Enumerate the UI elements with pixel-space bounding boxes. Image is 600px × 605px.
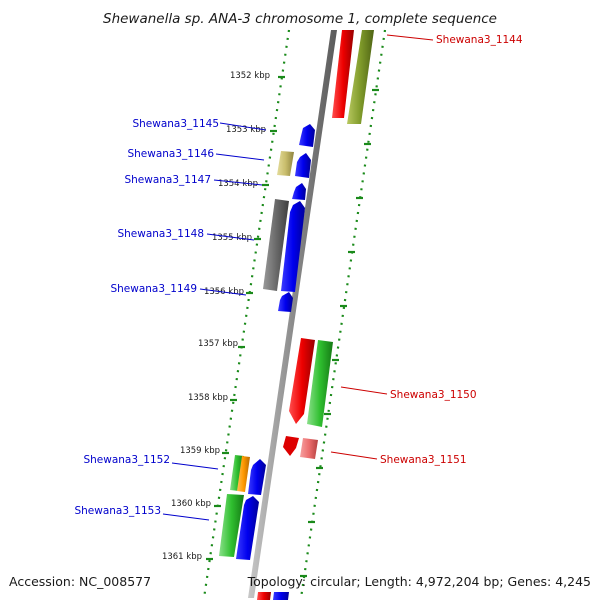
chromosome-backbone: [248, 30, 337, 598]
gene-bottom-blue[interactable]: [273, 592, 289, 600]
gene-shewana3-1147[interactable]: [295, 153, 311, 178]
gene-shewana3-1152-orange[interactable]: [237, 456, 250, 492]
gene-shewana3-1149[interactable]: [278, 292, 293, 312]
scale-label-1354: 1354 kbp: [218, 179, 258, 189]
gene-shewana3-1153-green[interactable]: [219, 494, 244, 557]
gene-label-shewana3-1150[interactable]: Shewana3_1150: [390, 389, 477, 401]
scale-label-1352: 1352 kbp: [230, 71, 270, 81]
gene-shewana3-1153[interactable]: [236, 496, 259, 560]
gene-shewana3-1150-red[interactable]: [289, 338, 315, 424]
scale-label-1361: 1361 kbp: [162, 552, 202, 562]
gene-bottom-red[interactable]: [257, 592, 271, 600]
scale-label-1360: 1360 kbp: [171, 499, 211, 509]
gene-label-shewana3-1151[interactable]: Shewana3_1151: [380, 454, 467, 466]
gene-shewana3-1147-b[interactable]: [292, 183, 306, 200]
gene-shewana3-1151[interactable]: [300, 438, 318, 459]
gene-label-shewana3-1148[interactable]: Shewana3_1148: [117, 228, 204, 240]
gene-label-shewana3-1144[interactable]: Shewana3_1144: [436, 34, 523, 46]
scale-label-1357: 1357 kbp: [198, 339, 238, 349]
gene-shewana3-1148-grey[interactable]: [263, 199, 289, 291]
gene-label-shewana3-1149[interactable]: Shewana3_1149: [110, 283, 197, 295]
scale-label-1353: 1353 kbp: [226, 125, 266, 135]
gene-shewana3-1144-red[interactable]: [332, 30, 354, 118]
gene-label-shewana3-1145[interactable]: Shewana3_1145: [132, 118, 219, 130]
scale-label-1359: 1359 kbp: [180, 446, 220, 456]
ruler-ticks-right: [300, 88, 379, 578]
gene-label-shewana3-1146[interactable]: Shewana3_1146: [127, 148, 214, 160]
gene-shewana3-1148[interactable]: [281, 201, 305, 292]
gene-shewana3-1145[interactable]: [299, 124, 315, 147]
gene-shewana3-1150[interactable]: [307, 340, 333, 427]
scale-label-1358: 1358 kbp: [188, 393, 228, 403]
gene-shewana3-1152[interactable]: [248, 459, 266, 495]
map-title: Shewanella sp. ANA-3 chromosome 1, compl…: [103, 11, 497, 27]
gene-label-shewana3-1153[interactable]: Shewana3_1153: [74, 505, 161, 517]
gene-label-shewana3-1152[interactable]: Shewana3_1152: [83, 454, 170, 466]
gene-label-shewana3-1147[interactable]: Shewana3_1147: [124, 174, 211, 186]
gene-shewana3-1144[interactable]: [347, 30, 374, 124]
gene-shewana3-1146[interactable]: [277, 151, 294, 176]
gene-shewana3-1151-red[interactable]: [283, 436, 299, 456]
scale-label-1355: 1355 kbp: [212, 233, 252, 243]
ruler-ticks-left: [206, 75, 285, 561]
accession-label: Accession: NC_008577: [9, 574, 151, 589]
label-leader-lines: [162, 34, 434, 521]
gene-shewana3-1152-green[interactable]: [230, 455, 244, 491]
topology-summary: Topology: circular; Length: 4,972,204 bp…: [247, 574, 591, 589]
